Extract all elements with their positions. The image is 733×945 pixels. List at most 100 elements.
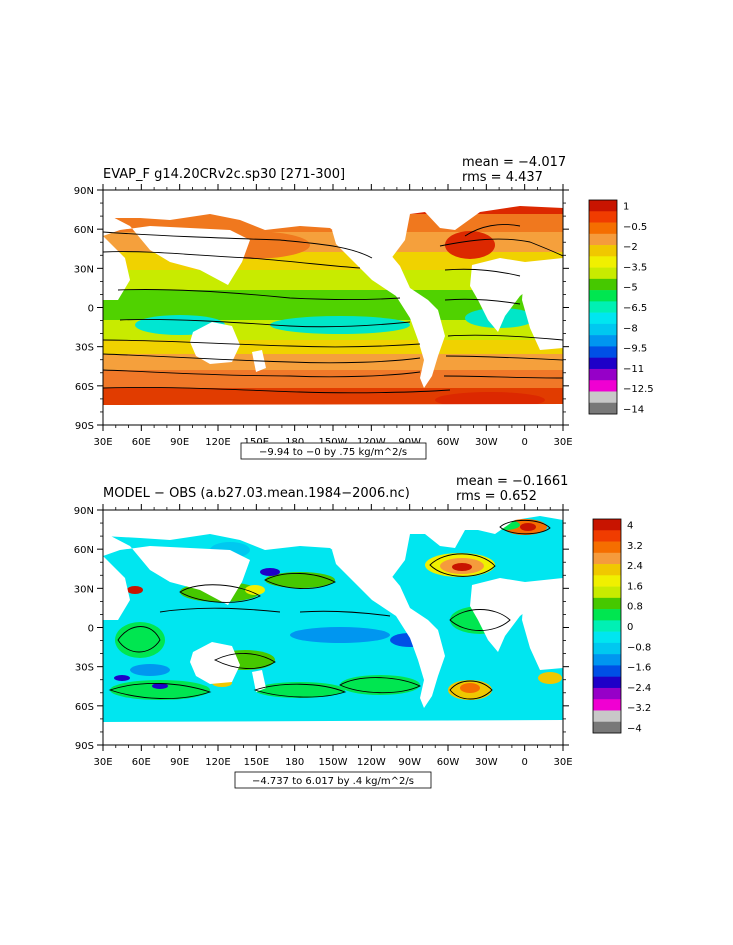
panel-2-colorbar-swatch — [593, 687, 621, 700]
panel-1-lon-label: 60E — [132, 437, 151, 448]
panel-1-lat-label: 60S — [75, 382, 94, 393]
panel-1-lat-label: 90S — [75, 421, 94, 432]
panel-2-lon-label: 150E — [244, 757, 269, 768]
panel-1-lon-label: 150W — [319, 437, 348, 448]
panel-2-colorbar-swatch — [593, 609, 621, 621]
panel-1-lon-label: 60W — [437, 437, 460, 448]
panel-2-colorbar-swatch — [593, 597, 621, 610]
panel-2-lat-label: 30N — [74, 584, 94, 595]
panel-1-lat-label: 30N — [74, 264, 94, 275]
panel-2-colorbar-outline — [592, 518, 622, 734]
panel-2-range-label: −4.737 to 6.017 by .4 kg/m^2/s — [252, 776, 414, 787]
panel-1-lon-label: 120E — [205, 437, 230, 448]
panel-1-colorbar-label: −3.5 — [623, 262, 647, 273]
panel-1-rms: rms = 4.437 — [462, 170, 543, 185]
panel-1-mean: mean = −4.017 — [462, 155, 566, 170]
panel-1-lon-label: 120W — [357, 437, 386, 448]
panel-2-colorbar-swatch — [593, 665, 621, 677]
panel-2-lon-label: 120W — [357, 757, 386, 768]
panel-2-colorbar-swatch — [593, 530, 621, 542]
panel-1-lat-label: 0 — [88, 304, 94, 315]
panel-2-lon-label: 90W — [398, 757, 421, 768]
panel-1-colorbar-label: −6.5 — [623, 303, 647, 314]
panel-2-colorbar-label: 0 — [627, 622, 633, 633]
panel-2-colorbar-label: 2.4 — [627, 561, 643, 572]
panel-1-colorbar: 1 −0.5 −2 −3.5 −5 −6.5 −8 −9.5 −11 −12.5 −14 — [588, 199, 654, 415]
panel-2-lat-label: 90S — [75, 741, 94, 752]
panel-2-range-box — [234, 771, 432, 789]
panel-1-lon-label: 150E — [244, 437, 269, 448]
panel-1-lon-label: 180 — [285, 437, 304, 448]
panel-2-colorbar-label: 3.2 — [627, 541, 643, 552]
panel-1-colorbar-label: −2 — [623, 242, 638, 253]
panel-1-colorbar-label: −8 — [623, 323, 638, 334]
panel-1-colorbar-swatch — [589, 312, 617, 325]
panel-2-colorbar-swatch — [593, 620, 621, 632]
panel-2-land — [103, 510, 563, 745]
panel-1-lat-label: 60N — [74, 225, 94, 236]
panel-2-colorbar-label: −2.4 — [627, 683, 651, 694]
panel-1-lon-label: 30E — [93, 437, 112, 448]
panel-1-lon-label: 0 — [521, 437, 527, 448]
panel-2-lon-label: 180 — [285, 757, 304, 768]
panel-1-colorbar-swatch — [589, 233, 617, 246]
panel-1-colorbar-swatch — [589, 335, 617, 347]
panel-2-lon-label: 60W — [437, 757, 460, 768]
panel-2-colorbar-swatch — [593, 710, 621, 723]
panel-2-colorbar-swatch — [593, 642, 621, 655]
panel-2-colorbar-swatch — [593, 575, 621, 587]
panel-1-colorbar-label: 1 — [623, 202, 629, 213]
panel-1-colorbar-swatch — [589, 256, 617, 268]
panel-2-colorbar-label: −4 — [627, 723, 642, 734]
panel-1-lat-label: 30S — [75, 343, 94, 354]
panel-1-colorbar-swatch — [589, 402, 617, 415]
panel-1-colorbar-swatch — [589, 301, 617, 313]
panel-2-lon-label: 90E — [170, 757, 189, 768]
panel-1-colorbar-label: −12.5 — [623, 384, 654, 395]
panel-2-lat-label: 60S — [75, 702, 94, 713]
panel-1-lon-label: 90W — [398, 437, 421, 448]
panel-2-lat-label: 60N — [74, 545, 94, 556]
panel-2-colorbar-swatch — [593, 564, 621, 576]
panel-2-colorbar-swatch — [593, 519, 621, 531]
panel-2-colorbar-swatch — [593, 552, 621, 565]
panel-2-colorbar-label: 1.6 — [627, 581, 643, 592]
panel-1-colorbar-swatch — [589, 357, 617, 370]
panel-1-colorbar-label: −5 — [623, 283, 638, 294]
panel-2-lon-label: 30E — [553, 757, 572, 768]
panel-1-colorbar-swatch — [589, 278, 617, 291]
panel-2-lat-label: 0 — [88, 624, 94, 635]
panel-1-axes: 90N 60N 30N 0 30S 60S 90S 30E 60E 90E 120E 150E 180 1… — [74, 184, 573, 448]
panel-2: MODEL − OBS (a.b27.03.mean.1984−2006.nc)… — [74, 474, 651, 789]
panel-1-colorbar-outline — [588, 199, 618, 415]
panel-2-lon-label: 120E — [205, 757, 230, 768]
panel-2-lon-label: 150W — [319, 757, 348, 768]
panel-2-colorbar-swatch — [593, 654, 621, 666]
panel-1-contours — [103, 224, 563, 394]
panel-2-lat-label: 30S — [75, 663, 94, 674]
panel-1-colorbar-swatch — [589, 245, 617, 257]
panel-1-colorbar-swatch — [589, 346, 617, 358]
panel-2-lon-label: 30W — [475, 757, 498, 768]
panel-2-colorbar-swatch — [593, 586, 621, 599]
panel-1-colorbar-label: −9.5 — [623, 344, 647, 355]
panel-1: EVAP_F g14.20CRv2c.sp30 [271-300] mean =… — [74, 155, 654, 460]
panel-2-map — [103, 510, 563, 745]
panel-1-colorbar-swatch — [589, 368, 617, 381]
panel-1-range-label: −9.94 to −0 by .75 kg/m^2/s — [259, 447, 407, 458]
panel-2-axes: 90N 60N 30N 0 30S 60S 90S 30E 60E 90E 120E 150E 180 1… — [74, 504, 573, 768]
panel-1-colorbar-swatch — [589, 211, 617, 223]
panel-1-colorbar-swatch — [589, 267, 617, 280]
panel-1-range-box — [240, 442, 427, 460]
panel-2-colorbar-swatch — [593, 721, 621, 734]
panel-2-colorbar-label: −1.6 — [627, 663, 651, 674]
panel-2-rms: rms = 0.652 — [456, 489, 537, 504]
panel-1-lat-label: 90N — [74, 186, 94, 197]
panel-2-lon-label: 0 — [521, 757, 527, 768]
panel-2-colorbar-swatch — [593, 631, 621, 644]
panel-1-lon-label: 30E — [553, 437, 572, 448]
panel-2-colorbar-label: 4 — [627, 521, 633, 532]
panel-1-colorbar-label: −11 — [623, 364, 644, 375]
panel-1-colorbar-swatch — [589, 391, 617, 404]
